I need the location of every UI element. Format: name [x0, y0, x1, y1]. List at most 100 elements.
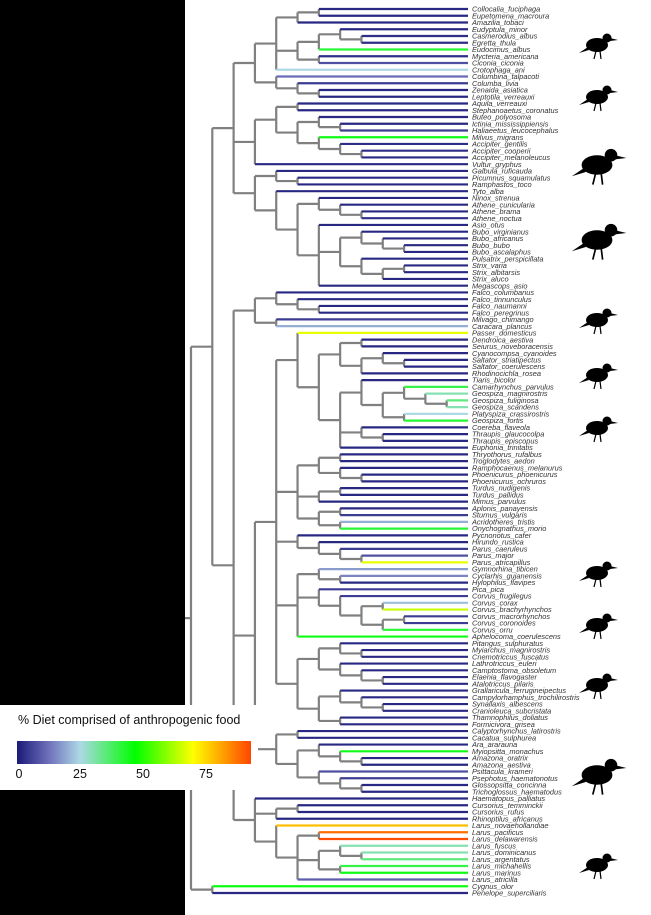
tip-label: Athene_noctua	[471, 214, 522, 223]
tip-label: Acridotheres_tristis	[471, 517, 535, 526]
tip-label: Psephotus_haematonotus	[472, 774, 558, 783]
tip-label: Phoenicurus_ochruros	[472, 477, 546, 486]
tip-label: Bubo_bubo	[472, 241, 510, 250]
tip-label: Corvus_coronoides	[472, 619, 536, 628]
tip-label: Ara_ararauna	[471, 740, 517, 749]
tip-label: Pycnonotus_cafer	[472, 531, 532, 540]
tip-label: Thraupis_episcopus	[472, 436, 538, 445]
color-legend: % Diet comprised of anthropogenic food 0…	[0, 705, 258, 790]
tip-label: Coereba_flaveola	[472, 423, 530, 432]
tip-label: Casmerodius_albus	[472, 32, 538, 41]
tip-label: Ciconia_ciconia	[472, 59, 524, 68]
tip-label: Trichoglossus_haematodus	[472, 787, 562, 796]
finch-icon	[579, 363, 618, 390]
tip-label: Parus_major	[472, 551, 514, 560]
tip-label: Penelope_superciliaris	[472, 889, 547, 898]
tip-label: Geospiza_fuliginosa	[472, 396, 539, 405]
tip-label: Turdus_pallidus	[472, 490, 524, 499]
tip-label: Rhinoptilus_africanus	[472, 814, 543, 823]
tip-label: Vultur_gryphus	[472, 160, 522, 169]
tip-label: Myiarchus_magnirostris	[472, 646, 550, 655]
crow-icon	[579, 613, 618, 640]
falcon-icon	[579, 308, 618, 335]
tip-label: Egretta_thula	[472, 38, 516, 47]
tip-label: Corvus_macrorhynchos	[472, 612, 550, 621]
legend-tick: 25	[73, 767, 87, 781]
tip-label: Larus_argentatus	[472, 855, 530, 864]
tip-label: Onychognathus_morio	[472, 524, 546, 533]
tip-label: Grallaricula_ferrugineipectus	[472, 686, 566, 695]
eagle-icon	[571, 148, 627, 185]
tip-label: Leptotila_verreauxi	[472, 92, 535, 101]
tip-label: Falco_naumanni	[472, 302, 527, 311]
hawk-icon	[579, 85, 618, 112]
ibis-icon	[579, 33, 618, 60]
tip-label: Falco_peregrinus	[472, 308, 529, 317]
tip-label: Psittacula_krameri	[472, 767, 533, 776]
tip-label: Elaenia_flavogaster	[472, 673, 537, 682]
tip-label: Corvus_orru	[472, 625, 513, 634]
tip-label: Sturnus_vulgaris	[472, 511, 527, 520]
tip-label: Formicivora_grisea	[472, 720, 535, 729]
tip-label: Buteo_polyosoma	[472, 113, 531, 122]
tip-label: Cacatua_sulphurea	[472, 733, 536, 742]
tip-label: Accipiter_cooperii	[471, 146, 531, 155]
tip-label: Calyptorhynchus_latirostris	[472, 727, 561, 736]
tip-label: Camarhynchus_parvulus	[472, 382, 554, 391]
tip-label: Larus_delawarensis	[472, 835, 538, 844]
legend-tick: 50	[136, 767, 150, 781]
tip-label: Parus_caeruleus	[472, 544, 528, 553]
tip-label: Pulsatrix_perspicillata	[472, 254, 543, 263]
tip-label: Haematopus_palliatus	[472, 794, 545, 803]
tip-label: Caracara_plancus	[472, 322, 532, 331]
tip-label: Parus_atricapillus	[472, 558, 531, 567]
tip-label: Turdus_nudigenis	[472, 484, 531, 493]
tip-label: Seiurus_noveboracensis	[472, 342, 553, 351]
tip-label: Glossopsitta_concinna	[472, 781, 546, 790]
tip-label: Hylophilus_flavipes	[472, 578, 536, 587]
owl-icon	[571, 223, 627, 260]
tip-label: Tiaris_bicolor	[472, 376, 516, 385]
tip-label: Cygnus_olor	[472, 882, 514, 891]
tip-label: Amazona_aestiva	[471, 760, 531, 769]
tip-label: Mimus_parvulus	[472, 497, 526, 506]
tip-label: Strix_varia	[472, 261, 507, 270]
tip-label: Accipiter_melanoleucus	[471, 153, 550, 162]
tip-label: Thamnophilus_doliatus	[472, 713, 548, 722]
tip-label: Gymnorhina_tibicen	[472, 565, 538, 574]
tip-label: Dendroica_aestiva	[472, 335, 533, 344]
tip-label: Campylorhamphus_trochilirostris	[472, 693, 580, 702]
tree-panel: Collocalia_fuciphaga Eupetomena_macroura A…	[185, 0, 651, 915]
tip-label: Eudyptula_minor	[472, 25, 528, 34]
tip-label: Amazona_oratrix	[471, 754, 528, 763]
tip-label: Lathrotriccus_euleri	[472, 659, 537, 668]
tip-label: Larus_novaehollandiae	[472, 821, 548, 830]
tip-label: Ramphocaenus_melanurus	[472, 463, 563, 472]
tip-label: Athene_cunicularia	[471, 200, 535, 209]
tip-label: Milvus_migrans	[472, 133, 524, 142]
tip-label: Eupetomena_macroura	[472, 11, 549, 20]
tip-label: Larus_marinus	[472, 868, 521, 877]
tip-label: Ramphastos_toco	[472, 180, 532, 189]
tip-label: Ninox_strenua	[472, 194, 520, 203]
tip-label: Picumnus_squamulatus	[472, 173, 551, 182]
tip-label: Saltator_coerulescens	[472, 362, 545, 371]
tip-label: Bubo_ascalaphus	[472, 248, 531, 257]
tip-label: Corvus_brachyrhynchos	[472, 605, 552, 614]
tip-label: Atalotriccus_pilaris	[471, 679, 534, 688]
legend-tick: 0	[15, 767, 23, 781]
tip-label: Strix_aluco	[472, 275, 509, 284]
tip-label: Cnemotriccus_fuscatus	[472, 652, 549, 661]
tip-label: Falco_tinnunculus	[472, 295, 532, 304]
tip-label: Larus_dominicanus	[472, 848, 536, 857]
tip-label: Pitangus_sulphuratus	[472, 639, 543, 648]
tip-label: Zenaida_asiatica	[471, 86, 528, 95]
tip-label: Megascops_asio	[472, 281, 527, 290]
tip-label: Troglodytes_aedon	[472, 457, 535, 466]
tip-label: Haliaeetus_leucocephalus	[472, 126, 559, 135]
tip-label: Hirundo_rustica	[472, 538, 524, 547]
tip-label: Cursorius_rufus	[472, 808, 524, 817]
tip-label: Athene_brama	[471, 207, 520, 216]
tip-label: Cyclarhis_gujanensis	[472, 571, 542, 580]
